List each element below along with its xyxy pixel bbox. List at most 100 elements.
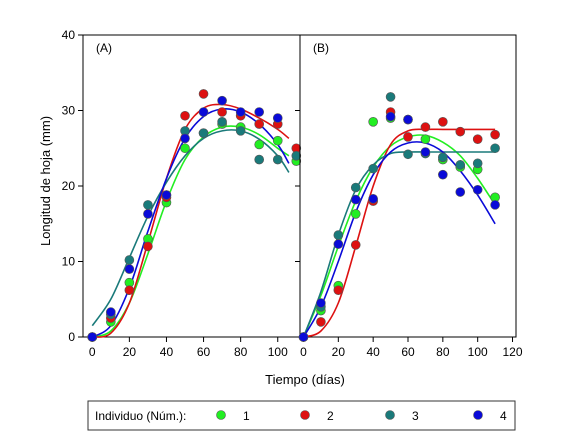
data-point-4 <box>106 307 116 317</box>
data-point-3 <box>368 163 378 174</box>
x-tick-label: 60 <box>401 345 415 359</box>
data-point-2 <box>217 107 227 117</box>
x-tick-label: 80 <box>436 345 450 359</box>
data-point-4 <box>180 133 190 144</box>
data-point-1 <box>254 139 264 150</box>
data-point-4 <box>298 332 309 342</box>
legend-label-3: 3 <box>412 409 419 423</box>
data-point-4 <box>455 187 466 197</box>
y-tick-label: 40 <box>62 28 76 42</box>
data-point-1 <box>180 143 190 154</box>
chart-panels: 0 10 20 30 40 0 20 40 60 80 100 (A) 0 20 40 60 80 100 120 (… <box>62 28 523 359</box>
data-point-3 <box>217 117 227 127</box>
legend-label-1: 1 <box>243 409 250 423</box>
data-point-2 <box>124 285 135 295</box>
legend-title: Individuo (Núm.): <box>95 409 186 423</box>
data-point-1 <box>272 135 283 146</box>
panel-label: (A) <box>96 41 112 55</box>
data-point-4 <box>420 147 431 157</box>
data-point-2 <box>316 317 326 327</box>
x-tick-label: 100 <box>268 345 288 359</box>
data-point-4 <box>403 114 413 125</box>
data-point-2 <box>420 122 431 132</box>
data-point-4 <box>235 107 246 117</box>
data-point-2 <box>455 126 466 137</box>
panel-b: 0 20 40 60 80 100 120 (B) <box>295 34 523 359</box>
data-point-3 <box>438 152 448 163</box>
data-point-2 <box>472 134 483 144</box>
data-point-3 <box>198 128 209 138</box>
fit-curve-4 <box>302 141 496 338</box>
legend-marker-3 <box>385 410 395 420</box>
data-point-4 <box>472 184 483 195</box>
legend-label-2: 2 <box>327 409 334 423</box>
data-point-3 <box>124 255 135 265</box>
data-point-3 <box>143 200 153 210</box>
x-axis-label: Tiempo (días) <box>265 372 345 387</box>
data-point-3 <box>403 149 413 160</box>
x-tick-label: 100 <box>468 345 488 359</box>
data-point-4 <box>316 298 326 308</box>
legend-marker-1 <box>216 410 226 420</box>
data-point-4 <box>272 113 283 123</box>
data-point-2 <box>254 119 264 129</box>
data-point-3 <box>333 230 344 240</box>
panel-a: 0 10 20 30 40 0 20 40 60 80 100 (A) <box>62 28 302 359</box>
data-point-3 <box>490 143 500 154</box>
y-axis-label: Longitud de hoja (mm) <box>38 116 53 246</box>
data-point-3 <box>385 92 396 102</box>
data-point-3 <box>350 182 361 193</box>
data-point-4 <box>385 111 396 122</box>
x-tick-label: 0 <box>89 345 96 359</box>
y-tick-label: 0 <box>68 330 75 344</box>
data-point-4 <box>143 209 153 219</box>
fit-curve-1 <box>302 134 496 338</box>
data-point-4 <box>198 107 209 117</box>
data-point-4 <box>350 194 361 205</box>
data-point-3 <box>455 160 466 170</box>
data-point-4 <box>124 264 135 274</box>
data-point-1 <box>350 209 361 219</box>
plot-frame <box>82 34 301 338</box>
y-tick-label: 20 <box>62 179 76 193</box>
legend-marker-2 <box>300 410 310 420</box>
x-tick-label: 20 <box>332 345 346 359</box>
x-tick-label: 80 <box>234 345 248 359</box>
y-tick-label: 10 <box>62 255 76 269</box>
data-point-4 <box>368 194 378 204</box>
data-point-4 <box>438 169 448 180</box>
legend-box <box>87 400 516 431</box>
legend-marker-4 <box>473 410 483 420</box>
x-tick-label: 40 <box>366 345 380 359</box>
data-point-4 <box>217 95 227 106</box>
panel-label: (B) <box>313 41 329 55</box>
data-point-2 <box>490 129 500 140</box>
data-point-3 <box>472 158 483 169</box>
x-tick-label: 120 <box>503 345 523 359</box>
data-point-4 <box>87 332 98 342</box>
data-point-2 <box>180 110 190 121</box>
x-tick-label: 40 <box>160 345 174 359</box>
x-tick-label: 60 <box>197 345 211 359</box>
data-point-2 <box>143 241 153 252</box>
x-tick-label: 0 <box>300 345 307 359</box>
data-point-4 <box>490 200 500 210</box>
data-point-1 <box>368 117 378 127</box>
data-point-4 <box>333 239 344 249</box>
legend: Individuo (Núm.): 1 2 3 4 <box>87 400 516 431</box>
data-point-2 <box>333 285 344 295</box>
y-tick-label: 30 <box>62 104 76 118</box>
data-point-3 <box>272 154 283 165</box>
data-point-4 <box>254 107 264 117</box>
data-point-2 <box>198 89 209 99</box>
fit-curve-2 <box>303 128 496 338</box>
data-point-2 <box>438 117 448 127</box>
data-point-1 <box>420 134 431 144</box>
data-point-3 <box>254 154 264 165</box>
data-point-2 <box>403 132 413 142</box>
data-point-3 <box>291 151 302 161</box>
fit-curve-2 <box>92 103 290 338</box>
legend-label-4: 4 <box>500 409 507 423</box>
x-tick-label: 20 <box>123 345 137 359</box>
